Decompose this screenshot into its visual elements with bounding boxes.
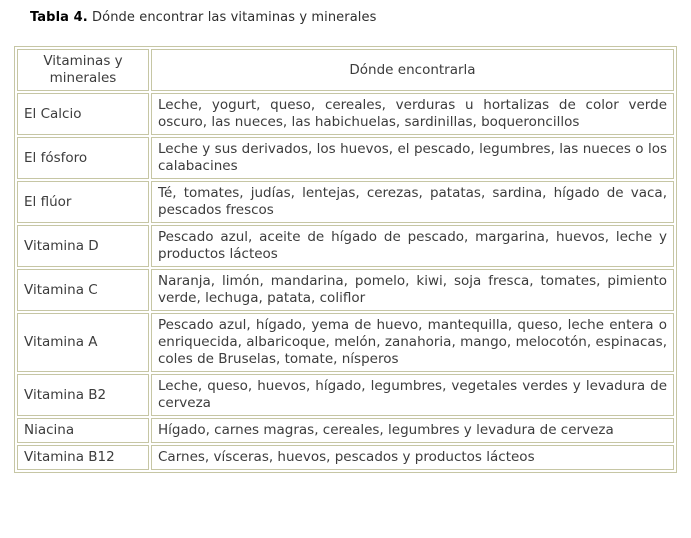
food-sources-cell: Leche, yogurt, queso, cereales, verduras… <box>151 93 674 135</box>
vitamin-name-cell: El flúor <box>17 181 149 223</box>
vitamin-name-cell: Vitamina C <box>17 269 149 311</box>
table-row: Vitamina D Pescado azul, aceite de hígad… <box>17 225 674 267</box>
table-row: Niacina Hígado, carnes magras, cereales,… <box>17 418 674 443</box>
table-row: Vitamina C Naranja, limón, mandarina, po… <box>17 269 674 311</box>
vitamin-name-cell: Vitamina D <box>17 225 149 267</box>
table-title-text: Dónde encontrar las vitaminas y minerale… <box>87 10 377 25</box>
page: Tabla 4. Dónde encontrar las vitaminas y… <box>0 10 691 538</box>
vitamin-name-cell: Niacina <box>17 418 149 443</box>
table-row: El fósforo Leche y sus derivados, los hu… <box>17 137 674 179</box>
vitamin-name-cell: Vitamina B12 <box>17 445 149 470</box>
vitamin-name-cell: Vitamina B2 <box>17 374 149 416</box>
food-sources-cell: Té, tomates, judías, lentejas, cerezas, … <box>151 181 674 223</box>
table-number-label: Tabla 4. <box>30 10 88 25</box>
vitamin-name-cell: El Calcio <box>17 93 149 135</box>
food-sources-cell: Leche y sus derivados, los huevos, el pe… <box>151 137 674 179</box>
food-sources-cell: Carnes, vísceras, huevos, pescados y pro… <box>151 445 674 470</box>
vitamins-minerals-table: Vitaminas y minerales Dónde encontrarla … <box>14 46 677 473</box>
table-row: El flúor Té, tomates, judías, lentejas, … <box>17 181 674 223</box>
header-row: Vitaminas y minerales Dónde encontrarla <box>17 49 674 91</box>
food-sources-cell: Hígado, carnes magras, cereales, legumbr… <box>151 418 674 443</box>
food-sources-cell: Leche, queso, huevos, hígado, legumbres,… <box>151 374 674 416</box>
column-header-where-to-find: Dónde encontrarla <box>151 49 674 91</box>
column-header-vitamins-minerals: Vitaminas y minerales <box>17 49 149 91</box>
food-sources-cell: Pescado azul, hígado, yema de huevo, man… <box>151 313 674 372</box>
food-sources-cell: Naranja, limón, mandarina, pomelo, kiwi,… <box>151 269 674 311</box>
vitamin-name-cell: El fósforo <box>17 137 149 179</box>
page-title: Tabla 4. Dónde encontrar las vitaminas y… <box>30 10 691 25</box>
table-row: Vitamina A Pescado azul, hígado, yema de… <box>17 313 674 372</box>
food-sources-cell: Pescado azul, aceite de hígado de pescad… <box>151 225 674 267</box>
vitamin-name-cell: Vitamina A <box>17 313 149 372</box>
table-row: El Calcio Leche, yogurt, queso, cereales… <box>17 93 674 135</box>
table-row: Vitamina B2 Leche, queso, huevos, hígado… <box>17 374 674 416</box>
table-row: Vitamina B12 Carnes, vísceras, huevos, p… <box>17 445 674 470</box>
